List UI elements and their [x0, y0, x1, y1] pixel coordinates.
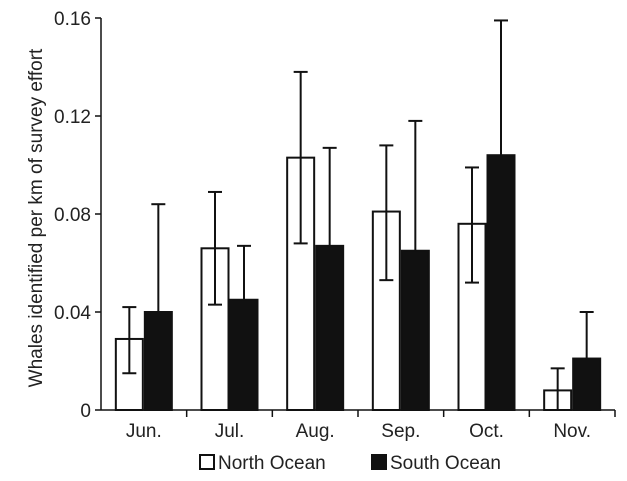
bar-south-ocean-nov — [572, 357, 602, 411]
legend: North Ocean South Ocean — [199, 453, 501, 474]
legend-swatch-south — [371, 454, 387, 470]
bar-south-ocean-oct — [486, 154, 516, 411]
bar-south-ocean-jun — [143, 311, 173, 411]
y-tick-label: 0 — [80, 401, 91, 422]
bars — [114, 154, 602, 412]
x-tick-label: Jun. — [126, 421, 162, 442]
bar-south-ocean-jul — [229, 298, 259, 411]
legend-label-south: South Ocean — [390, 453, 501, 474]
axes: 0 0.04 0.08 0.12 0.16 Jun. Jul. Aug. Sep. Oct. Nov… — [54, 9, 616, 442]
y-tick-label: 0.12 — [54, 107, 91, 128]
y-tick-label: 0.08 — [54, 205, 91, 226]
x-tick-label: Sep. — [381, 421, 420, 442]
y-axis-label: Whales identified per km of survey effor… — [26, 48, 47, 387]
x-tick-label: Aug. — [296, 421, 335, 442]
error-bars — [122, 19, 594, 411]
x-tick-label: Oct. — [469, 421, 504, 442]
legend-label-north: North Ocean — [218, 453, 326, 474]
y-tick-label: 0.04 — [54, 303, 91, 324]
x-tick-label: Jul. — [215, 421, 245, 442]
bar-south-ocean-aug — [315, 244, 345, 411]
y-tick-label: 0.16 — [54, 9, 91, 30]
bar-south-ocean-sep — [400, 249, 430, 411]
legend-swatch-north — [199, 454, 215, 470]
x-tick-label: Nov. — [553, 421, 591, 442]
